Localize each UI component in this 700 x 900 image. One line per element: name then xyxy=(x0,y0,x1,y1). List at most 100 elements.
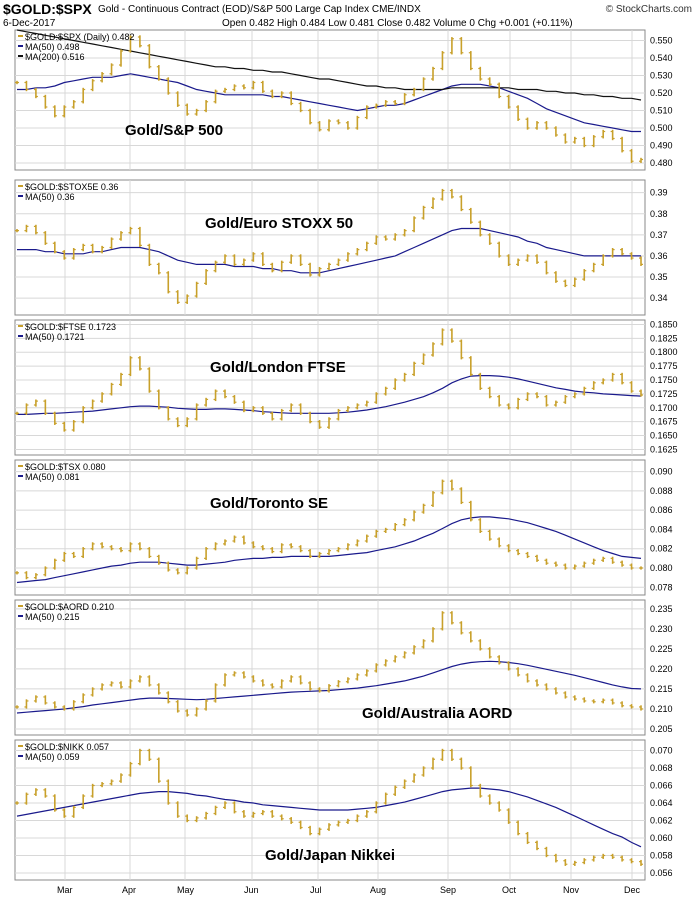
legend-swatch xyxy=(18,475,23,477)
legend-swatch xyxy=(18,45,23,47)
ohlc-readout: Open 0.482 High 0.484 Low 0.481 Close 0.… xyxy=(222,18,573,29)
x-tick-label: Jul xyxy=(310,885,322,895)
x-tick-label: Oct xyxy=(502,885,517,895)
legend-swatch xyxy=(18,465,23,467)
y-tick-label: 0.500 xyxy=(650,123,673,133)
y-tick-label: 0.540 xyxy=(650,53,673,63)
chart-header: $GOLD:$SPX Gold - Continuous Contract (E… xyxy=(0,0,700,30)
legend-swatch xyxy=(18,195,23,197)
panel-title: Gold/London FTSE xyxy=(210,359,346,376)
y-tick-label: 0.066 xyxy=(650,781,673,791)
legend-entry: MA(50) 0.215 xyxy=(25,612,80,622)
y-tick-label: 0.056 xyxy=(650,868,673,878)
y-tick-label: 0.1775 xyxy=(650,361,678,371)
brand-watermark: © StockCharts.com xyxy=(605,4,692,15)
x-tick-label: Apr xyxy=(122,885,136,895)
y-tick-label: 0.062 xyxy=(650,816,673,826)
legend-entry: MA(50) 0.081 xyxy=(25,472,80,482)
legend-swatch xyxy=(18,605,23,607)
y-tick-label: 0.210 xyxy=(650,704,673,714)
legend-swatch xyxy=(18,325,23,327)
ma50-line xyxy=(16,787,642,848)
y-tick-label: 0.1650 xyxy=(650,431,678,441)
x-tick-label: Dec xyxy=(624,885,641,895)
y-tick-label: 0.220 xyxy=(650,664,673,674)
legend-entry: $GOLD:$AORD 0.210 xyxy=(25,602,114,612)
legend-entry: MA(50) 0.498 xyxy=(25,42,80,52)
ma50-line xyxy=(17,73,641,133)
legend-swatch xyxy=(18,35,23,37)
y-tick-label: 0.1750 xyxy=(650,375,678,385)
y-tick-label: 0.550 xyxy=(650,36,673,46)
legend-entry: $GOLD:$TSX 0.080 xyxy=(25,462,106,472)
y-tick-label: 0.1850 xyxy=(650,319,678,329)
y-tick-label: 0.39 xyxy=(650,188,668,198)
y-tick-label: 0.058 xyxy=(650,851,673,861)
x-tick-label: Nov xyxy=(563,885,580,895)
x-tick-label: May xyxy=(177,885,195,895)
y-tick-label: 0.1675 xyxy=(650,417,678,427)
y-tick-label: 0.35 xyxy=(650,272,668,282)
legend-swatch xyxy=(18,745,23,747)
x-tick-label: Aug xyxy=(370,885,386,895)
legend-entry: MA(50) 0.059 xyxy=(25,752,80,762)
legend-entry: MA(200) 0.516 xyxy=(25,52,85,62)
ma50-line xyxy=(17,227,641,274)
legend-entry: $GOLD:$SPX (Daily) 0.482 xyxy=(25,32,135,42)
panel-frame xyxy=(14,319,646,456)
ma200-line xyxy=(16,29,642,101)
y-tick-label: 0.080 xyxy=(650,563,673,573)
panel-frame xyxy=(14,179,646,316)
panel-frame xyxy=(14,599,646,736)
y-tick-label: 0.490 xyxy=(650,141,673,151)
panel-frame xyxy=(14,29,646,171)
y-tick-label: 0.068 xyxy=(650,763,673,773)
symbol-title: $GOLD:$SPX xyxy=(3,1,92,17)
y-tick-label: 0.38 xyxy=(650,209,668,219)
y-tick-label: 0.205 xyxy=(650,724,673,734)
y-tick-label: 0.078 xyxy=(650,582,673,592)
y-tick-label: 0.1800 xyxy=(650,347,678,357)
y-tick-label: 0.088 xyxy=(650,486,673,496)
y-tick-label: 0.230 xyxy=(650,624,673,634)
legend-entry: MA(50) 0.1721 xyxy=(25,332,85,342)
y-tick-label: 0.480 xyxy=(650,158,673,168)
ma50-line xyxy=(17,375,642,415)
y-tick-label: 0.1700 xyxy=(650,403,678,413)
panel-title: Gold/Euro STOXX 50 xyxy=(205,215,353,232)
legend-swatch xyxy=(18,185,23,187)
y-tick-label: 0.070 xyxy=(650,746,673,756)
panel-title: Gold/Japan Nikkei xyxy=(265,847,395,864)
x-tick-label: Jun xyxy=(244,885,259,895)
y-tick-label: 0.235 xyxy=(650,604,673,614)
legend-swatch xyxy=(18,755,23,757)
y-tick-label: 0.520 xyxy=(650,88,673,98)
legend-entry: MA(50) 0.36 xyxy=(25,192,75,202)
y-tick-label: 0.090 xyxy=(650,467,673,477)
y-tick-label: 0.1725 xyxy=(650,389,678,399)
y-tick-label: 0.530 xyxy=(650,71,673,81)
x-tick-label: Sep xyxy=(440,885,456,895)
panel-title: Gold/S&P 500 xyxy=(125,122,223,139)
legend-swatch xyxy=(18,55,23,57)
legend-entry: $GOLD:$NIKK 0.057 xyxy=(25,742,109,752)
y-tick-label: 0.510 xyxy=(650,106,673,116)
y-tick-label: 0.36 xyxy=(650,251,668,261)
y-tick-label: 0.1625 xyxy=(650,444,678,454)
x-tick-label: Mar xyxy=(57,885,73,895)
legend-entry: $GOLD:$STOX5E 0.36 xyxy=(25,182,118,192)
ma50-line xyxy=(16,516,642,584)
chart-date: 6-Dec-2017 xyxy=(3,18,56,29)
y-tick-label: 0.064 xyxy=(650,798,673,808)
panel-title: Gold/Toronto SE xyxy=(210,495,328,512)
y-tick-label: 0.060 xyxy=(650,833,673,843)
y-tick-label: 0.225 xyxy=(650,644,673,654)
y-tick-label: 0.084 xyxy=(650,524,673,534)
y-tick-label: 0.34 xyxy=(650,293,668,303)
y-tick-label: 0.1825 xyxy=(650,333,678,343)
y-tick-label: 0.215 xyxy=(650,684,673,694)
y-tick-label: 0.082 xyxy=(650,544,673,554)
legend-swatch xyxy=(18,335,23,337)
y-tick-label: 0.37 xyxy=(650,230,668,240)
